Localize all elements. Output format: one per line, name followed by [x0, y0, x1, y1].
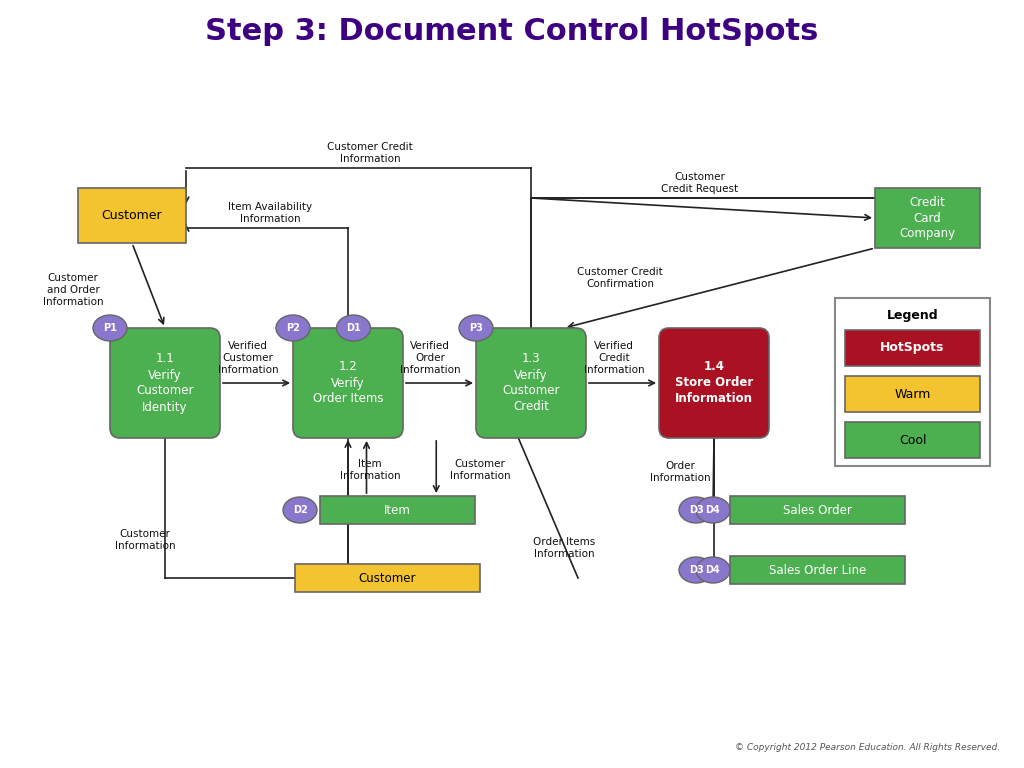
Ellipse shape [696, 497, 730, 523]
Ellipse shape [679, 497, 713, 523]
Ellipse shape [696, 557, 730, 583]
Text: P1: P1 [103, 323, 117, 333]
Bar [78, 188, 186, 243]
Text: D2: D2 [293, 505, 307, 515]
Text: Item Availability
Information: Item Availability Information [228, 202, 312, 224]
Text: Customer
Information: Customer Information [115, 529, 175, 551]
Text: Customer
Credit Request: Customer Credit Request [662, 172, 738, 194]
Text: D4: D4 [706, 565, 720, 575]
Text: D1: D1 [346, 323, 360, 333]
Text: Cool: Cool [899, 433, 927, 446]
Ellipse shape [93, 315, 127, 341]
Text: Customer: Customer [358, 571, 416, 584]
Text: Sales Order: Sales Order [783, 504, 852, 517]
Text: © Copyright 2012 Pearson Education. All Rights Reserved.: © Copyright 2012 Pearson Education. All … [735, 743, 1000, 753]
Text: 1.2
Verify
Order Items: 1.2 Verify Order Items [312, 360, 383, 406]
Text: 1.4
Store Order
Information: 1.4 Store Order Information [675, 360, 753, 406]
Text: Item
Information: Item Information [340, 458, 400, 482]
Text: Warm: Warm [894, 388, 931, 400]
Text: Customer
and Order
Information: Customer and Order Information [43, 273, 103, 307]
Bar [730, 496, 905, 524]
Text: Customer Credit
Information: Customer Credit Information [327, 142, 413, 164]
FancyBboxPatch shape [476, 328, 586, 438]
FancyBboxPatch shape [659, 328, 769, 438]
Bar [295, 564, 480, 592]
Bar [845, 330, 980, 366]
Bar [319, 496, 475, 524]
Ellipse shape [276, 315, 310, 341]
Text: Verified
Order
Information: Verified Order Information [399, 340, 461, 376]
Text: P3: P3 [469, 323, 483, 333]
Bar [874, 188, 980, 248]
Text: 1.3
Verify
Customer
Credit: 1.3 Verify Customer Credit [502, 353, 560, 413]
Text: HotSpots: HotSpots [881, 342, 945, 355]
Ellipse shape [337, 315, 371, 341]
Text: P2: P2 [286, 323, 300, 333]
FancyBboxPatch shape [110, 328, 220, 438]
Ellipse shape [283, 497, 317, 523]
Bar [845, 422, 980, 458]
Text: Customer Credit
Confirmation: Customer Credit Confirmation [578, 266, 663, 290]
Text: Step 3: Document Control HotSpots: Step 3: Document Control HotSpots [206, 18, 818, 47]
Text: D4: D4 [706, 505, 720, 515]
Bar [845, 376, 980, 412]
Text: D3: D3 [688, 565, 703, 575]
Bar [835, 298, 990, 466]
Text: D3: D3 [688, 505, 703, 515]
Text: Item: Item [384, 504, 411, 517]
Text: Customer
Information: Customer Information [450, 458, 510, 482]
Ellipse shape [459, 315, 493, 341]
Text: Legend: Legend [887, 310, 938, 323]
Text: Order
Information: Order Information [649, 461, 711, 483]
Text: Verified
Credit
Information: Verified Credit Information [584, 340, 644, 376]
Text: Order Items
Information: Order Items Information [532, 537, 595, 559]
FancyBboxPatch shape [293, 328, 403, 438]
Text: 1.1
Verify
Customer
Identity: 1.1 Verify Customer Identity [136, 353, 194, 413]
Bar [730, 556, 905, 584]
Ellipse shape [679, 557, 713, 583]
Text: Verified
Customer
Information: Verified Customer Information [218, 340, 279, 376]
Text: Sales Order Line: Sales Order Line [769, 564, 866, 577]
Text: Credit
Card
Company: Credit Card Company [899, 196, 955, 240]
Text: Customer: Customer [101, 209, 163, 222]
